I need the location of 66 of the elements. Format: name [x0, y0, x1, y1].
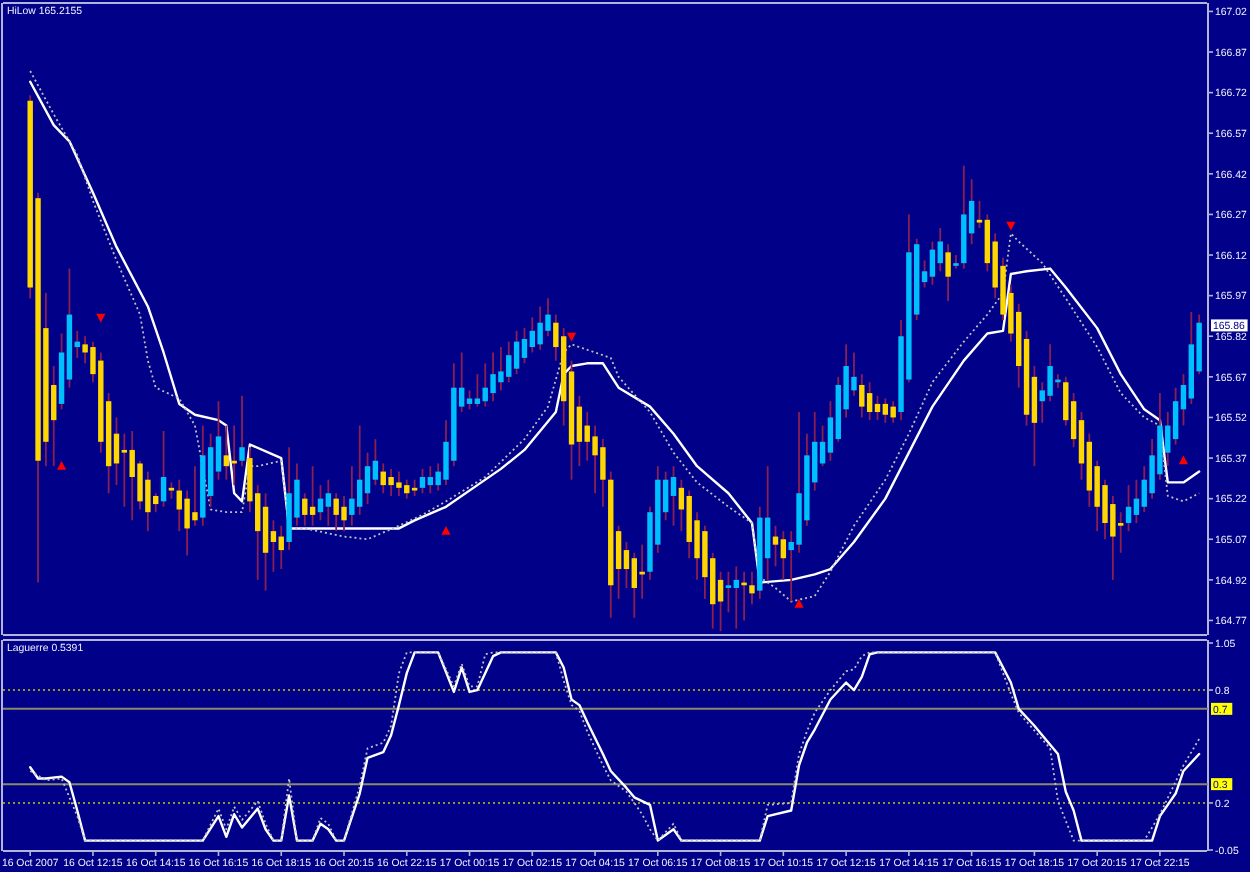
candlestick: [866, 381, 873, 422]
candlestick: [545, 297, 551, 338]
candlestick: [600, 438, 606, 508]
point: [794, 599, 804, 608]
candlestick: [631, 551, 637, 619]
candlestick: [506, 340, 512, 384]
candlestick: [592, 424, 598, 495]
point: [441, 525, 451, 535]
candlestick: [1133, 478, 1140, 524]
point: [56, 460, 67, 470]
candlestick: [953, 254, 959, 270]
candlestick: [388, 467, 394, 497]
candlestick: [349, 465, 355, 527]
candlestick: [239, 394, 245, 468]
candlestick: [529, 316, 535, 354]
candlestick: [749, 570, 755, 606]
candlestick: [772, 524, 779, 568]
candlestick: [121, 432, 128, 508]
candlestick: [160, 430, 167, 508]
candlestick: [686, 489, 692, 560]
candlestick: [396, 470, 402, 497]
candlestick: [890, 400, 896, 424]
candlestick: [1047, 343, 1053, 403]
candlestick: [490, 351, 496, 403]
candlestick: [411, 478, 418, 497]
candlestick: [419, 467, 426, 495]
point: [96, 313, 106, 323]
candlestick: [937, 227, 943, 273]
candlestick: [498, 346, 504, 392]
candlestick: [192, 465, 198, 527]
candlestick: [184, 489, 190, 557]
candlestick: [929, 240, 936, 286]
candlestick: [145, 470, 151, 533]
candlestick: [513, 329, 520, 376]
candlestick: [945, 243, 951, 302]
candlestick: [364, 451, 371, 505]
candlestick: [1118, 511, 1124, 554]
line-series: [29, 651, 1201, 842]
candlestick: [859, 373, 865, 419]
candlestick: [670, 465, 677, 527]
candlestick: [1125, 484, 1132, 533]
candlestick: [537, 305, 543, 351]
candlestick: [584, 411, 590, 462]
candlestick: [780, 530, 787, 581]
candlestick: [882, 397, 889, 424]
candlestick: [129, 430, 135, 522]
candlestick: [325, 478, 332, 527]
candlestick: [521, 327, 528, 365]
candlestick: [309, 465, 316, 527]
candlestick: [357, 424, 363, 516]
candlestick: [702, 524, 708, 600]
candlestick: [341, 495, 347, 533]
candlestick: [223, 424, 230, 481]
candlestick: [302, 492, 308, 527]
candlestick: [1172, 386, 1179, 446]
candlestick: [404, 478, 410, 500]
candlestick: [725, 570, 732, 614]
candlestick: [874, 394, 881, 422]
candlestick: [372, 438, 379, 487]
point: [566, 332, 577, 342]
candlestick: [262, 492, 269, 592]
candlestick: [333, 492, 339, 533]
candlestick: [427, 465, 434, 495]
candlestick: [733, 565, 739, 630]
point: [1006, 221, 1016, 231]
point: [1178, 455, 1189, 465]
